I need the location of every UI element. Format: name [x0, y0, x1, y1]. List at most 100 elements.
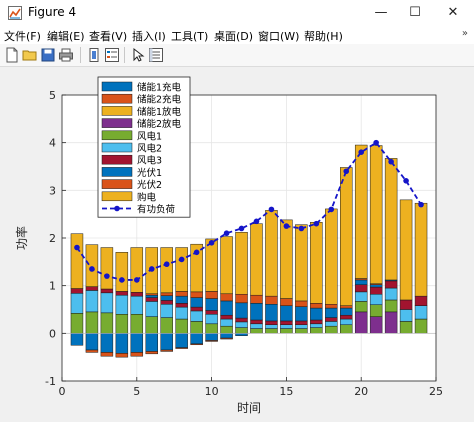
bar-segment — [160, 292, 173, 296]
bar-segment — [250, 294, 263, 304]
y-tick-label: 1 — [49, 280, 56, 293]
menu-insert[interactable]: 插入(I) — [132, 30, 166, 43]
bar-segment — [190, 297, 203, 308]
bar-segment — [115, 291, 129, 296]
menu-desktop[interactable]: 桌面(D) — [214, 30, 254, 43]
bar-segment — [325, 208, 338, 305]
bar-segment — [130, 352, 144, 357]
bar-segment — [310, 307, 323, 321]
bar-segment — [265, 304, 278, 322]
menu-overflow-icon[interactable]: » — [461, 28, 468, 39]
bar-segment — [354, 144, 368, 279]
menu-file[interactable]: 文件(F) — [4, 30, 41, 43]
bar-segment — [115, 252, 129, 292]
load-point — [313, 220, 320, 227]
bar-segment — [220, 325, 233, 334]
link-plot-icon[interactable] — [86, 47, 102, 63]
bar-segment — [175, 291, 188, 297]
legend-swatch — [101, 93, 133, 104]
load-point — [283, 223, 290, 229]
bar-segment — [265, 324, 278, 329]
toolbar — [0, 44, 474, 67]
bar-segment — [190, 333, 203, 345]
menu-tools[interactable]: 工具(T) — [171, 30, 209, 43]
bar-segment — [384, 299, 398, 313]
y-axis-label: 功率 — [14, 226, 29, 250]
bar-segment — [205, 314, 218, 325]
menu-help[interactable]: 帮助(H) — [304, 30, 343, 43]
bar-segment — [160, 333, 173, 351]
bar-segment — [145, 297, 158, 302]
y-tick-label: -1 — [45, 375, 56, 388]
bar-segment — [340, 305, 353, 309]
bar-segment — [250, 303, 263, 321]
bar-segment — [354, 301, 368, 313]
x-tick-label: 0 — [59, 385, 66, 398]
bar-segment — [70, 333, 84, 346]
legend-swatch — [101, 142, 133, 153]
bar-segment — [160, 247, 173, 294]
bar-segment — [175, 306, 188, 320]
load-point — [403, 178, 409, 184]
bar-segment — [384, 158, 398, 281]
bar-segment — [325, 317, 338, 322]
bar-segment — [235, 333, 248, 336]
save-icon[interactable] — [40, 47, 56, 63]
bar-segment — [160, 304, 173, 318]
close-button[interactable]: ✕ — [447, 5, 459, 20]
bar-segment — [190, 343, 203, 346]
bar-segment — [384, 311, 398, 334]
bar-segment — [369, 304, 383, 317]
minimize-button[interactable]: — — [374, 5, 388, 20]
bar-segment — [414, 305, 428, 320]
bar-segment — [325, 325, 338, 334]
legend-label: 购电 — [137, 191, 157, 203]
bar-segment — [295, 300, 308, 307]
bar-segment — [160, 317, 173, 334]
maximize-button[interactable]: ☐ — [409, 5, 421, 20]
bar-segment — [250, 319, 263, 325]
print-icon[interactable] — [58, 47, 74, 63]
menu-window[interactable]: 窗口(W) — [258, 30, 300, 43]
load-point — [134, 277, 140, 283]
bar-segment — [325, 304, 338, 309]
property-inspector-icon[interactable] — [148, 47, 164, 63]
bar-segment — [100, 247, 114, 290]
legend-label: 储能2充电 — [137, 94, 182, 106]
bar-segment — [325, 307, 338, 318]
bar-segment — [310, 319, 323, 325]
bar-segment — [354, 291, 368, 302]
open-folder-icon[interactable] — [22, 47, 38, 63]
bar-segment — [384, 287, 398, 301]
bar-segment — [205, 323, 218, 334]
pointer-icon[interactable] — [130, 47, 146, 63]
y-tick-label: 3 — [49, 184, 56, 197]
bar-segment — [100, 312, 114, 334]
bar-segment — [70, 313, 84, 334]
legend-swatch — [101, 167, 133, 177]
bar-segment — [205, 298, 218, 311]
load-point — [388, 158, 394, 165]
legend-swatch — [101, 118, 133, 128]
bar-segment — [250, 323, 263, 329]
x-axis-label: 时间 — [237, 401, 261, 415]
bar-segment — [100, 333, 114, 353]
bar-segment — [190, 321, 203, 334]
new-file-icon[interactable] — [4, 47, 20, 63]
legend[interactable]: 储能1充电储能2充电储能1放电储能2放电风电1风电2风电3光伏1光伏2购电有功负… — [97, 76, 191, 218]
load-point — [104, 273, 110, 279]
bar-segment — [399, 299, 413, 310]
legend-label: 储能2放电 — [137, 118, 182, 130]
bar-segment — [130, 292, 144, 297]
legend-label: 有功负荷 — [137, 204, 176, 216]
bar-segment — [369, 293, 383, 305]
bar-segment — [265, 328, 278, 334]
bar-segment — [354, 279, 368, 285]
insert-legend-icon[interactable] — [104, 47, 120, 63]
bar-segment — [235, 232, 248, 295]
menu-view[interactable]: 查看(V) — [89, 30, 128, 43]
menu-edit[interactable]: 编辑(E) — [47, 30, 85, 43]
bar-segment — [220, 300, 233, 316]
x-tick-label: 10 — [205, 385, 219, 398]
